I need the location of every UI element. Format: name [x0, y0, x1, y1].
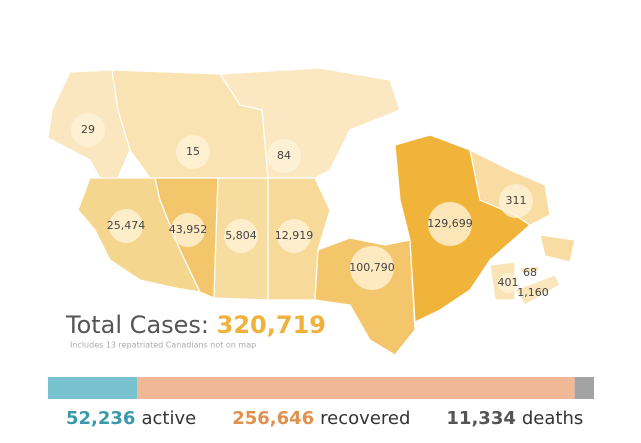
region-label: 25,474: [107, 219, 146, 232]
region-label: 15: [186, 145, 200, 158]
summary-value: 11,334: [446, 408, 515, 429]
summary-value: 52,236: [66, 408, 135, 429]
region-label: 311: [506, 194, 527, 207]
label-bubble: [277, 219, 311, 253]
label-bubble: [350, 246, 394, 290]
label-bubble: [428, 202, 472, 246]
label-bubble: [171, 213, 205, 247]
region-label: 43,952: [169, 223, 208, 236]
summary-legend: 52,236 active 256,646 recovered 11,334 deaths: [66, 408, 583, 429]
bar-segment: [137, 377, 575, 399]
nunavut: [218, 67, 401, 179]
total-title: Total Cases:: [65, 311, 209, 339]
bar-segment: [574, 377, 594, 399]
region-label: 1,160: [517, 286, 549, 299]
label-bubble: [224, 219, 258, 253]
prince-edward-island: [519, 265, 541, 274]
region-label: 5,804: [225, 229, 257, 242]
region-label: 68: [523, 266, 537, 279]
label-bubble: [109, 209, 143, 243]
summary-value: 256,646: [232, 408, 314, 429]
region-label: 401: [498, 276, 519, 289]
region-label: 12,919: [275, 229, 314, 242]
region-label: 100,790: [349, 261, 395, 274]
region-label: 129,699: [427, 217, 473, 230]
label-bubble: [176, 135, 210, 169]
region-label: 29: [81, 123, 95, 136]
summary-name: recovered: [320, 408, 410, 429]
summary-name: active: [141, 408, 196, 429]
label-bubble: [267, 139, 301, 173]
region-labels: 29 15 84 25,474 43,952 5,804 12,919 100,790 129,…: [71, 113, 549, 299]
nova-scotia: [514, 274, 561, 306]
label-bubble: [498, 273, 518, 293]
summary-bar: [48, 377, 594, 399]
region-label: 84: [277, 149, 291, 162]
total-value: 320,719: [217, 311, 326, 339]
label-bubble: [499, 184, 533, 218]
total-note: Includes 13 repatriated Canadians not on…: [70, 341, 256, 350]
summary-name: deaths: [522, 408, 583, 429]
total-cases: Total Cases: 320,719: [65, 311, 326, 339]
label-bubble: [71, 113, 105, 147]
bar-segment: [48, 377, 138, 399]
